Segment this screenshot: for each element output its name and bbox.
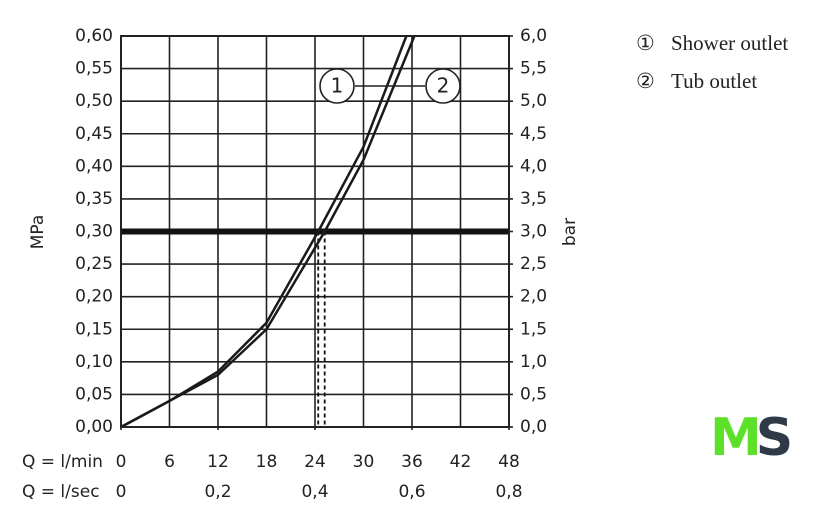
y-tick-label: 0,50 — [75, 91, 113, 111]
y2-axis-label: bar — [560, 218, 580, 246]
logo: MS — [710, 408, 790, 468]
x2-tick-label: 0 — [116, 482, 127, 502]
x-tick-label: 12 — [207, 452, 229, 472]
y2-tick-label: 5,0 — [520, 91, 547, 111]
y-tick-label: 0,00 — [75, 417, 113, 437]
y-axis-label: MPa — [28, 215, 48, 250]
y-tick-label: 0,05 — [75, 384, 113, 404]
x-axis-label: Q = l/min — [22, 452, 103, 472]
x2-tick-label: 0,6 — [398, 482, 425, 502]
x2-tick-label: 0,4 — [301, 482, 328, 502]
x2-axis-label: Q = l/sec — [22, 482, 100, 502]
x-tick-label: 48 — [498, 452, 520, 472]
curve-label: 1 — [331, 74, 344, 98]
x-tick-label: 42 — [450, 452, 472, 472]
y-tick-label: 0,25 — [75, 254, 113, 274]
y2-tick-label: 0,0 — [520, 417, 547, 437]
y-tick-label: 0,40 — [75, 156, 113, 176]
y-tick-label: 0,45 — [75, 124, 113, 144]
x-tick-label: 18 — [256, 452, 278, 472]
y2-tick-label: 2,0 — [520, 287, 547, 307]
x-tick-label: 36 — [401, 452, 423, 472]
plot-frame — [120, 35, 510, 428]
curve-label-circle — [425, 68, 461, 104]
y-tick-label: 0,20 — [75, 287, 113, 307]
y2-tick-label: 3,5 — [520, 189, 547, 209]
y2-tick-label: 1,0 — [520, 352, 547, 372]
x-tick-label: 30 — [353, 452, 375, 472]
legend-label: ① — [636, 31, 655, 55]
legend-label: Shower outlet — [671, 31, 788, 55]
y-tick-label: 0,35 — [75, 189, 113, 209]
x-tick-label: 6 — [164, 452, 175, 472]
logo-s: S — [756, 408, 790, 468]
y2-tick-label: 6,0 — [520, 26, 547, 46]
y-tick-label: 0,15 — [75, 319, 113, 339]
curve-label-circle — [319, 68, 355, 104]
y-tick-label: 0,10 — [75, 352, 113, 372]
y-tick-label: 0,60 — [75, 26, 113, 46]
y2-tick-label: 2,5 — [520, 254, 547, 274]
y2-tick-label: 5,5 — [520, 59, 547, 79]
y-tick-label: 0,55 — [75, 59, 113, 79]
y2-tick-label: 4,5 — [520, 124, 547, 144]
x-tick-label: 0 — [116, 452, 127, 472]
y2-tick-label: 1,5 — [520, 319, 547, 339]
y2-tick-label: 0,5 — [520, 384, 547, 404]
x-tick-label: 24 — [304, 452, 326, 472]
series-line — [120, 35, 416, 429]
y2-tick-label: 4,0 — [520, 156, 547, 176]
x2-tick-label: 0,2 — [204, 482, 231, 502]
logo-m: M — [710, 408, 757, 468]
curve-label: 2 — [437, 74, 450, 98]
y2-tick-label: 3,0 — [520, 222, 547, 242]
x2-tick-label: 0,8 — [495, 482, 522, 502]
legend-label: Tub outlet — [671, 69, 757, 93]
y-tick-label: 0,30 — [75, 222, 113, 242]
legend-label: ② — [636, 69, 655, 93]
